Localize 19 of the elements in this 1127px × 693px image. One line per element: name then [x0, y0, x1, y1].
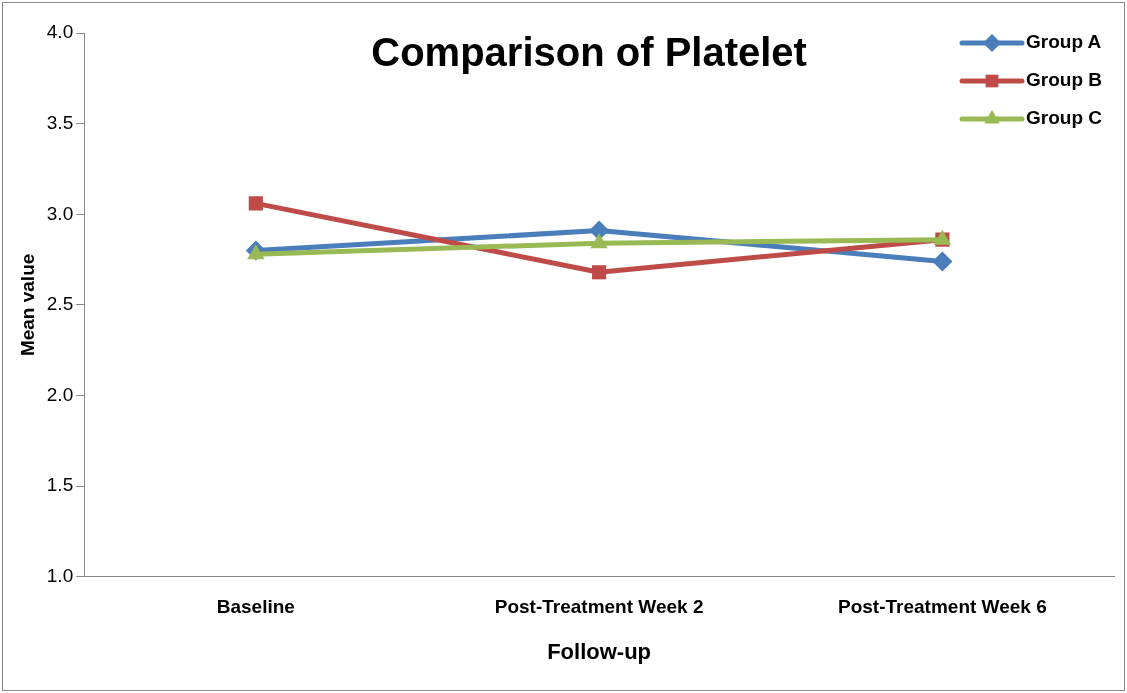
point — [932, 251, 953, 272]
y-tick-label: 3.5 — [46, 111, 74, 133]
x-tick-label: Post-Treatment Week 2 — [494, 596, 704, 618]
y-tick-label: 2.0 — [46, 383, 74, 405]
legend-label: Group A — [1026, 31, 1102, 53]
x-tick-label: Baseline — [216, 596, 295, 618]
y-tick-label: 1.0 — [46, 565, 74, 587]
y-tick-label: 3.0 — [46, 202, 74, 224]
y-axis-title: Mean value — [16, 253, 38, 357]
x-tick-label: Post-Treatment Week 6 — [838, 596, 1047, 618]
legend-label: Group C — [1026, 107, 1103, 129]
point — [248, 196, 263, 211]
chart-title: Comparison of Platelet — [371, 30, 807, 75]
y-tick-label: 4.0 — [46, 21, 74, 43]
point — [592, 265, 607, 280]
legend-label: Group B — [1026, 69, 1102, 91]
x-axis-title: Follow-up — [547, 638, 652, 664]
y-tick-label: 2.5 — [46, 293, 74, 315]
y-tick-label: 1.5 — [46, 474, 74, 496]
